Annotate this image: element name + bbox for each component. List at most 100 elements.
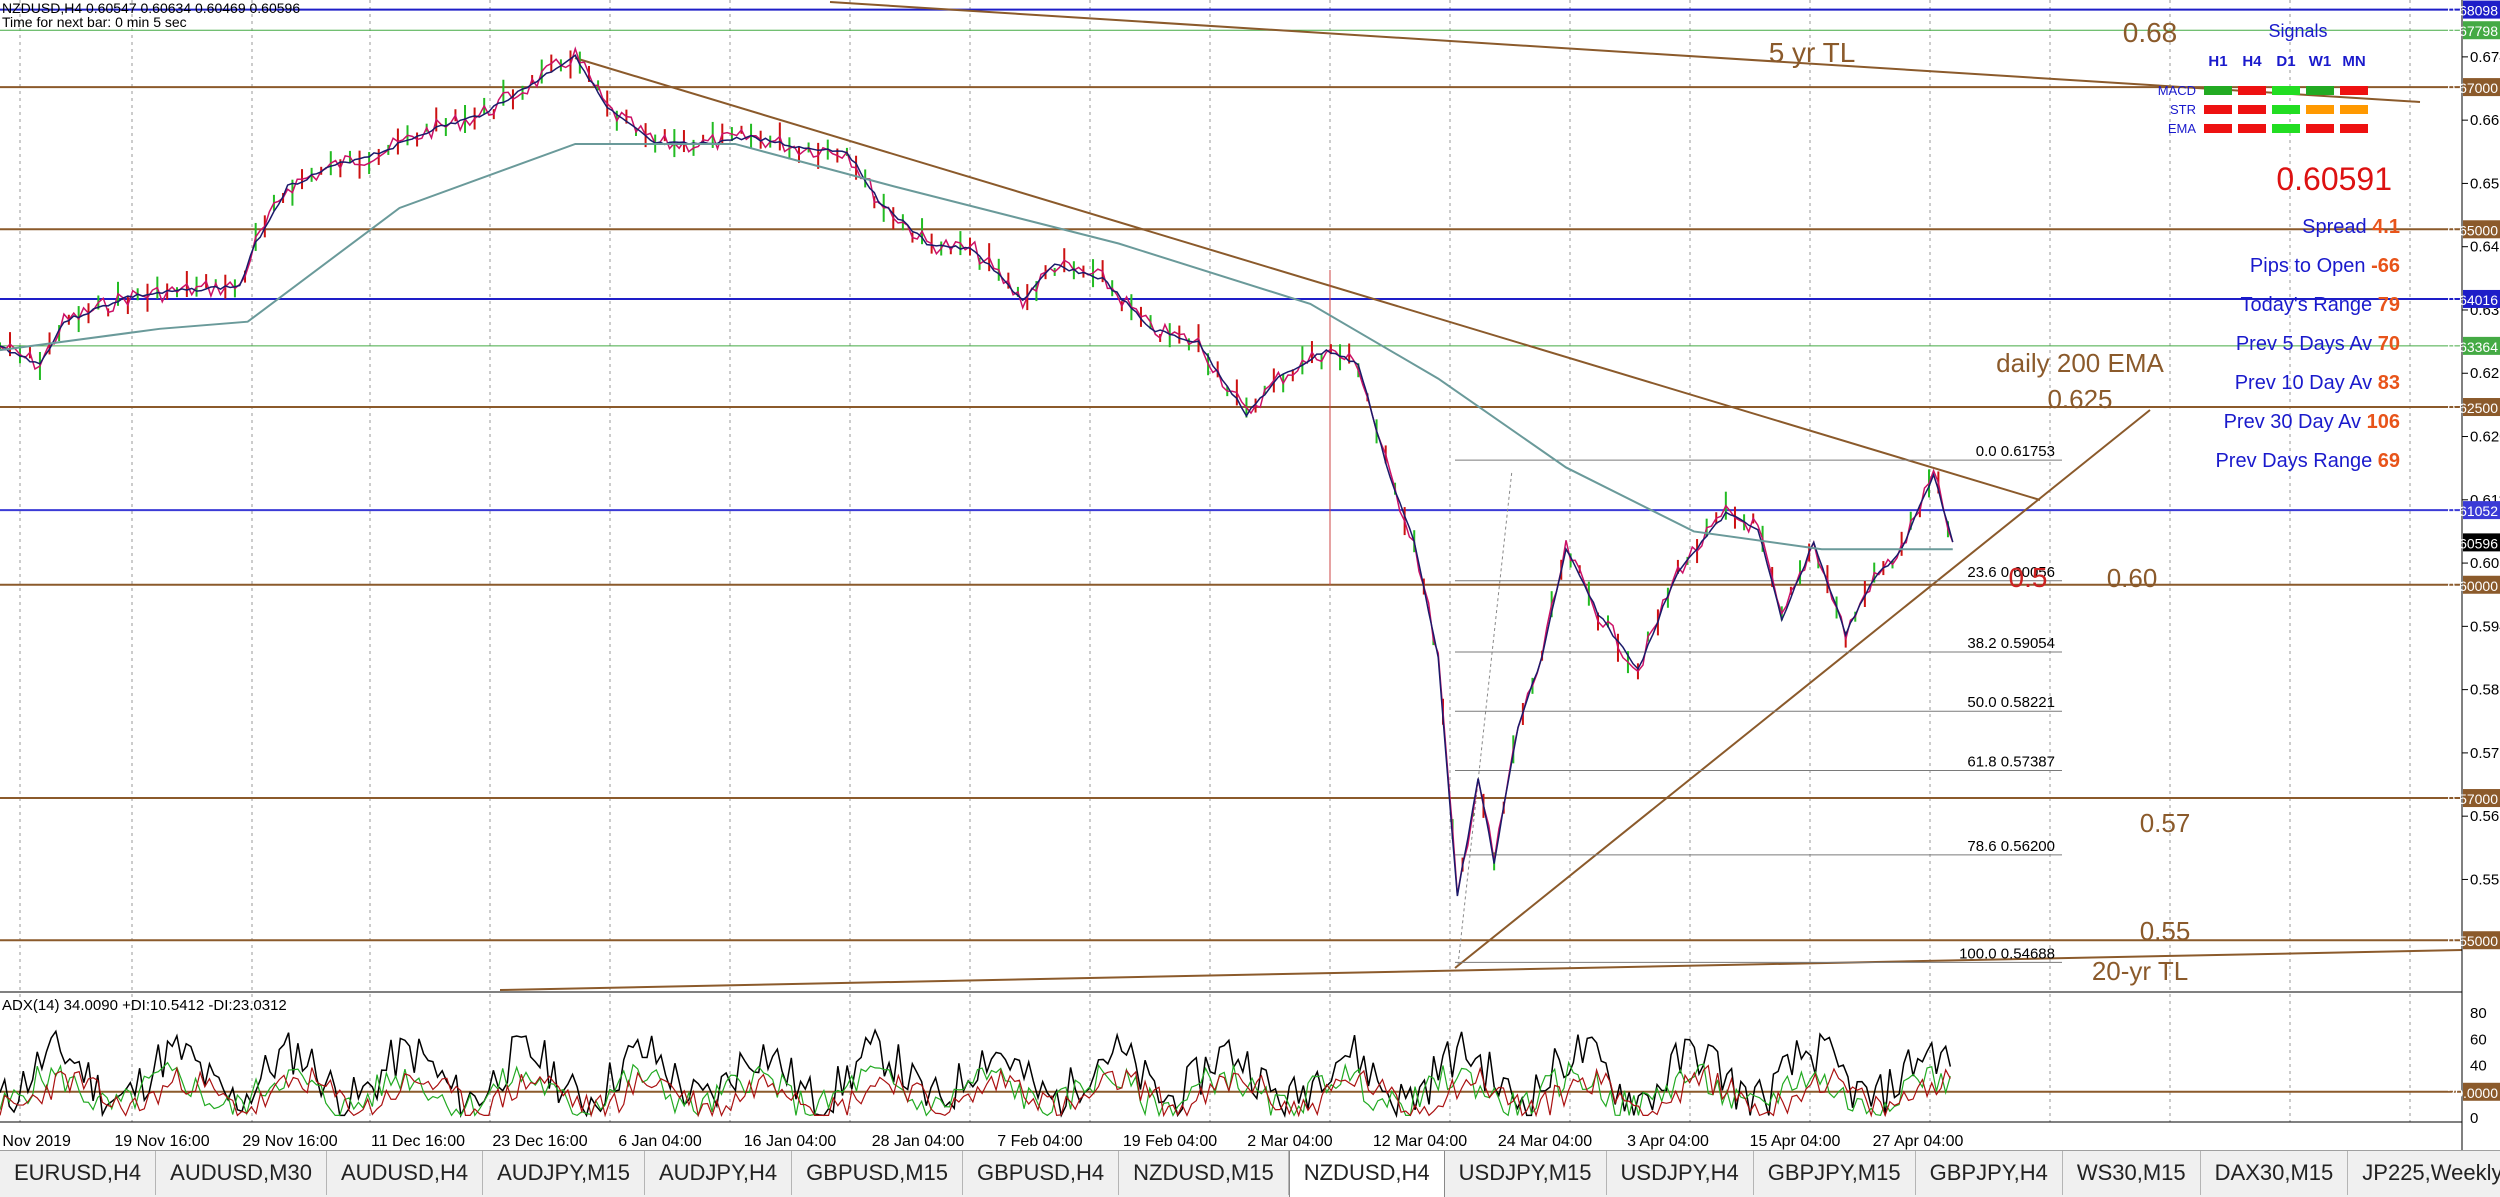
current-price-box (2463, 533, 2500, 552)
chart-annotation: 0.625 (2047, 384, 2112, 414)
info-row: Spread 4.1 (2302, 216, 2400, 238)
price-chart[interactable]: 0.0 0.61753 23.6 0.60056 38.2 0.59054 50.0 … (0, 0, 2500, 1150)
bar-timer: Time for next bar: 0 min 5 sec (2, 14, 187, 30)
chart-annotation: 0.57 (2140, 808, 2191, 838)
signal-row-label: MACD (2158, 83, 2196, 98)
time-axis[interactable]: 7 Nov 2019 19 Nov 16:00 29 Nov 16:00 11 Dec… (0, 1133, 1963, 1150)
signal-indicator (2306, 124, 2334, 133)
signal-column-label: D1 (2276, 53, 2295, 70)
trendlines (499, 1, 2463, 991)
y-tick-label: 0.64755 (2470, 239, 2500, 256)
chart-tab[interactable]: DAX30,M15 (2201, 1151, 2349, 1195)
x-tick-label: 28 Jan 04:00 (872, 1133, 965, 1150)
level-price-box (2463, 78, 2500, 97)
info-row-label: Prev Days Range (2215, 450, 2377, 472)
chart-tab[interactable]: WS30,M15 (2063, 1151, 2201, 1195)
chart-tab[interactable]: JP225,Weekly (2348, 1151, 2500, 1195)
chart-header: NZDUSD,H4 0.60547 0.60634 0.60469 0.6059… (2, 0, 300, 16)
level-price-label: 0.62500 (2447, 400, 2498, 416)
x-tick-label: 19 Feb 04:00 (1123, 1133, 1217, 1150)
uptrend-line (1454, 409, 2151, 969)
info-row-value: 69 (2378, 450, 2400, 472)
chart-tab[interactable]: AUDUSD,M30 (156, 1151, 327, 1195)
chart-annotations: 5 yr TL 0.68 daily 200 EMA 0.625 0.60 0.5 0.57… (1769, 17, 2191, 986)
level-price-label: 0.63364 (2447, 339, 2498, 355)
chart-annotation: daily 200 EMA (1996, 348, 2164, 378)
fib-level-label: 23.6 0.60056 (1967, 564, 2055, 581)
y-tick-label: 0.55855 (2470, 871, 2500, 888)
fast-ma-line (0, 54, 1954, 897)
level-price-box (2463, 398, 2500, 417)
signal-indicator (2272, 86, 2300, 95)
level-price-box (2463, 336, 2500, 355)
current-price-label: 0.60596 (2447, 535, 2498, 551)
info-row-value: 4.1 (2372, 216, 2400, 238)
minus-di-line (0, 1064, 1951, 1118)
info-row-value: 83 (2378, 372, 2400, 394)
plus-di-line (0, 1060, 1951, 1118)
chart-tab[interactable]: NZDUSD,M15 (1119, 1151, 1289, 1195)
signal-indicator (2204, 124, 2232, 133)
fibonacci-retracement: 0.0 0.61753 23.6 0.60056 38.2 0.59054 50.0 … (1455, 443, 2062, 963)
chart-tab[interactable]: GBPJPY,M15 (1754, 1151, 1916, 1195)
x-tick-label: 12 Mar 04:00 (1373, 1133, 1467, 1150)
level-price-label: 0.65000 (2447, 222, 2498, 238)
adx-indicator: 80604020020.0000 (0, 1005, 2500, 1127)
price-line (0, 46, 1954, 896)
price-series (0, 46, 1954, 897)
fib-level-label: 100.0 0.54688 (1959, 945, 2055, 962)
chart-tab[interactable]: NZDUSD,H4 (1288, 1151, 1445, 1197)
y-tick-label: 0.65645 (2470, 175, 2500, 192)
level-price-label: 0.61052 (2447, 503, 2498, 519)
signal-indicator (2340, 86, 2368, 95)
info-row-value: 70 (2378, 333, 2400, 355)
adx-level-box: 20.0000 (2447, 1085, 2498, 1101)
chart-tabs: EURUSD,H4 AUDUSD,M30 AUDUSD,H4 AUDJPY,M15 AU… (0, 1150, 2500, 1197)
downtrend-line (574, 57, 2041, 501)
level-price-label: 0.68098 (2447, 3, 2498, 19)
signal-indicator (2306, 105, 2334, 114)
chart-tab[interactable]: USDJPY,M15 (1445, 1151, 1607, 1195)
chart-annotation: 20-yr TL (2092, 956, 2188, 986)
adx-tick-label: 40 (2470, 1058, 2487, 1075)
chart-tab[interactable]: AUDUSD,H4 (327, 1151, 484, 1195)
adx-tick-label: 60 (2470, 1031, 2487, 1048)
chart-tab[interactable]: AUDJPY,H4 (645, 1151, 793, 1195)
5yr-trendline (829, 1, 2421, 103)
price-axis[interactable]: 0.674250.665350.656450.647550.638650.629… (2462, 49, 2500, 889)
chart-annotation: 0.5 (2009, 562, 2048, 593)
chart-annotation: 0.55 (2140, 916, 2191, 946)
chart-tab[interactable]: GBPJPY,H4 (1916, 1151, 2063, 1195)
level-price-box (2463, 501, 2500, 520)
info-row: Prev 10 Day Av 83 (2235, 372, 2400, 394)
x-tick-label: 19 Nov 16:00 (114, 1133, 209, 1150)
info-row: Prev 5 Days Av 70 (2236, 333, 2400, 355)
chart-tab[interactable]: EURUSD,H4 (0, 1151, 157, 1195)
level-price-label: 0.67000 (2447, 80, 2498, 96)
y-tick-label: 0.59415 (2470, 618, 2500, 635)
chart-tab[interactable]: USDJPY,H4 (1607, 1151, 1754, 1195)
signal-indicator (2306, 86, 2334, 95)
chart-tab[interactable]: GBPUSD,H4 (963, 1151, 1120, 1195)
level-price-box (2463, 220, 2500, 239)
level-price-box (2463, 21, 2500, 40)
price-level-boxes: 0.68098 0.67798 0.67000 0.65000 0.64016 0.633… (2447, 0, 2500, 950)
x-tick-label: 7 Nov 2019 (0, 1133, 71, 1150)
info-row: Prev 30 Day Av 106 (2224, 411, 2400, 433)
x-tick-label: 11 Dec 16:00 (371, 1133, 465, 1150)
adx-tick-label: 0 (2470, 1110, 2478, 1127)
adx-line (0, 1028, 1952, 1119)
chart-tab[interactable]: AUDJPY,M15 (483, 1151, 645, 1195)
chart-annotation: 0.60 (2107, 563, 2158, 593)
level-price-box (2463, 0, 2500, 19)
vertical-gridlines (19, 0, 2411, 1122)
signal-indicator (2272, 124, 2300, 133)
y-tick-label: 0.56745 (2470, 808, 2500, 825)
fib-diagonal (1457, 469, 1513, 966)
y-tick-label: 0.57635 (2470, 745, 2500, 762)
info-row-label: Prev 30 Day Av (2224, 411, 2367, 433)
chart-tab[interactable]: GBPUSD,M15 (792, 1151, 963, 1195)
level-price-box (2463, 289, 2500, 308)
x-tick-label: 7 Feb 04:00 (997, 1133, 1083, 1150)
level-price-box (2463, 789, 2500, 808)
